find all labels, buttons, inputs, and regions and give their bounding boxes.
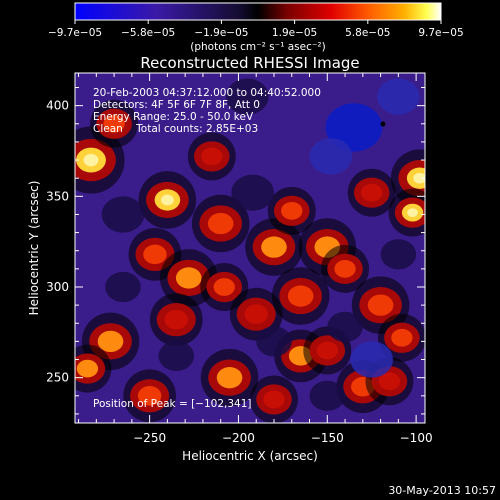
plot-area: −250 −200 −150 −100 250 300 350 400 20-Feb-2003… bbox=[46, 72, 433, 445]
colorbar-gradient bbox=[74, 2, 442, 21]
chart-title: Reconstructed RHESSI Image bbox=[140, 54, 359, 72]
peak-position-label: Position of Peak = [−102,341] bbox=[93, 398, 252, 410]
blob-core bbox=[261, 236, 287, 258]
blob-core bbox=[281, 201, 303, 220]
blob bbox=[350, 341, 394, 378]
colorbar-tick-label: 5.8e−05 bbox=[345, 27, 390, 39]
y-tick-label: 250 bbox=[46, 371, 69, 385]
x-tick-label: −250 bbox=[133, 431, 166, 445]
blob-core bbox=[287, 285, 314, 307]
blob-core bbox=[201, 147, 223, 166]
blob bbox=[105, 271, 141, 303]
blob-peak bbox=[160, 194, 174, 206]
blob-core bbox=[263, 390, 285, 409]
colorbar-tick-label: −9.7e−05 bbox=[48, 27, 102, 39]
x-axis-label: Heliocentric X (arcsec) bbox=[182, 449, 318, 463]
y-tick-label: 400 bbox=[46, 99, 69, 113]
annotation-energy: Energy Range: 25.0 - 50.0 keV bbox=[93, 111, 254, 123]
blob bbox=[226, 78, 269, 115]
blob bbox=[158, 340, 195, 372]
colorbar-units: (photons cm⁻² s⁻¹ asec⁻²) bbox=[190, 41, 325, 53]
blob-core bbox=[207, 212, 234, 235]
axis-ticks: −250 −200 −150 −100 250 300 350 400 bbox=[46, 73, 433, 445]
colorbar-tick-label: 9.7e−05 bbox=[418, 27, 463, 39]
blob-core bbox=[76, 359, 99, 378]
blob-core bbox=[316, 341, 338, 360]
blob-core bbox=[137, 386, 162, 406]
blob-core bbox=[216, 367, 243, 389]
blob-core bbox=[164, 309, 188, 330]
blob-core bbox=[103, 114, 125, 133]
blob bbox=[380, 239, 417, 270]
blob-peak bbox=[407, 208, 418, 218]
blob-core bbox=[361, 183, 383, 202]
blob bbox=[231, 174, 274, 211]
blob-core bbox=[143, 244, 167, 265]
annotation-counts: Clean Total counts: 2.85E+03 bbox=[93, 123, 258, 135]
colorbar-tick-label: −1.9e−05 bbox=[194, 27, 248, 39]
colorbar-tick-label: 1.9e−05 bbox=[272, 27, 317, 39]
x-tick-label: −200 bbox=[222, 431, 255, 445]
y-tick-label: 350 bbox=[46, 189, 69, 203]
x-tick-label: −100 bbox=[400, 431, 433, 445]
blob-core bbox=[391, 328, 413, 347]
colorbar-tick-label: −5.8e−05 bbox=[121, 27, 175, 39]
blob-core bbox=[334, 259, 356, 278]
blob-core bbox=[378, 372, 401, 391]
blob-core bbox=[244, 304, 268, 324]
blob bbox=[101, 196, 145, 233]
plot-frame bbox=[74, 72, 426, 424]
blob-core bbox=[97, 330, 124, 353]
footer-date: 30-May-2013 10:57 bbox=[388, 484, 496, 497]
colorbar: −9.7e−05 −5.8e−05 −1.9e−05 1.9e−05 5.8e−05 9.… bbox=[48, 2, 464, 53]
y-tick-label: 300 bbox=[46, 280, 69, 294]
blob-core bbox=[175, 267, 202, 289]
annotation-time: 20-Feb-2003 04:37:12.000 to 04:40:52.000 bbox=[93, 87, 321, 99]
blob-core bbox=[213, 278, 235, 296]
annotation-block: 20-Feb-2003 04:37:12.000 to 04:40:52.000… bbox=[93, 87, 321, 135]
blob bbox=[256, 326, 292, 357]
image-blobs bbox=[75, 78, 425, 423]
blob-core bbox=[367, 294, 394, 316]
x-tick-label: −150 bbox=[311, 431, 344, 445]
colorbar-ticks: −9.7e−05 −5.8e−05 −1.9e−05 1.9e−05 5.8e−05 9.… bbox=[48, 20, 464, 39]
blob bbox=[327, 311, 363, 342]
blob bbox=[309, 380, 346, 411]
annotation-detectors: Detectors: 4F 5F 6F 7F 8F, Att 0 bbox=[93, 99, 260, 111]
blob bbox=[325, 103, 383, 152]
blob bbox=[309, 138, 353, 175]
y-axis-label: Heliocentric Y (arcsec) bbox=[27, 181, 41, 316]
blob bbox=[377, 78, 420, 115]
blob-peak bbox=[83, 153, 99, 167]
peak-dot bbox=[380, 121, 386, 127]
blob-peak bbox=[413, 172, 425, 184]
